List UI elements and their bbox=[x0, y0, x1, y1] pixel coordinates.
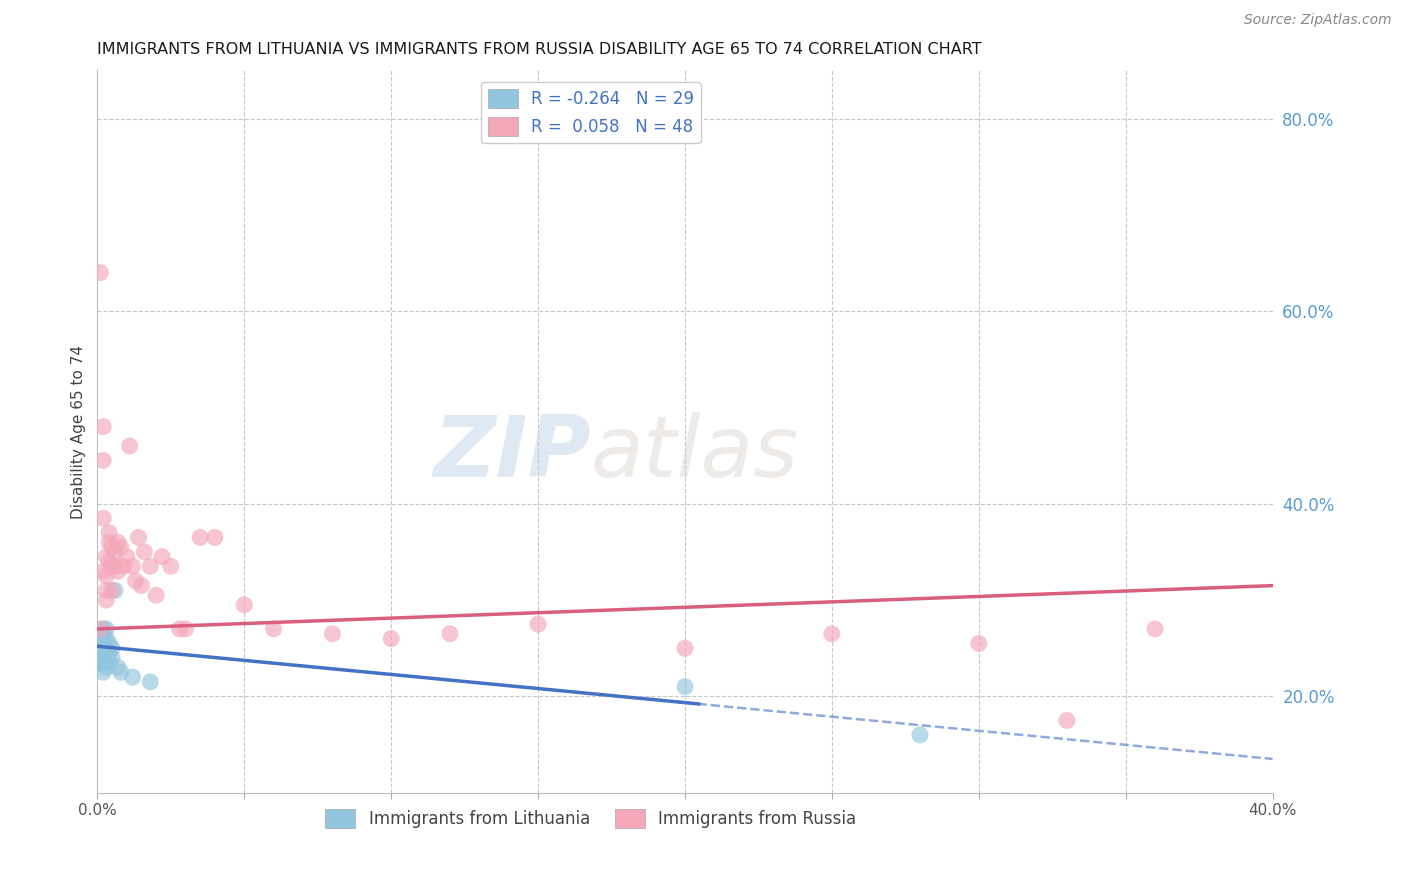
Point bbox=[174, 622, 197, 636]
Point bbox=[127, 531, 149, 545]
Point bbox=[89, 622, 111, 636]
Point bbox=[101, 641, 124, 656]
Point bbox=[139, 674, 162, 689]
Point bbox=[89, 656, 111, 670]
Point bbox=[96, 646, 118, 660]
Point bbox=[104, 559, 127, 574]
Point bbox=[96, 569, 118, 583]
Point bbox=[98, 646, 121, 660]
Point bbox=[91, 665, 114, 680]
Text: atlas: atlas bbox=[591, 412, 799, 495]
Point bbox=[91, 626, 114, 640]
Point bbox=[1143, 622, 1166, 636]
Point bbox=[91, 656, 114, 670]
Legend: Immigrants from Lithuania, Immigrants from Russia: Immigrants from Lithuania, Immigrants fr… bbox=[319, 802, 863, 835]
Point bbox=[104, 545, 127, 559]
Point bbox=[380, 632, 402, 646]
Text: Source: ZipAtlas.com: Source: ZipAtlas.com bbox=[1244, 13, 1392, 28]
Point bbox=[98, 555, 121, 569]
Point bbox=[96, 660, 118, 674]
Point bbox=[98, 636, 121, 650]
Point bbox=[439, 626, 461, 640]
Point bbox=[233, 598, 256, 612]
Point bbox=[131, 579, 153, 593]
Point bbox=[134, 545, 156, 559]
Point bbox=[91, 643, 114, 657]
Point bbox=[107, 660, 129, 674]
Point bbox=[89, 650, 111, 665]
Point bbox=[101, 540, 124, 554]
Point bbox=[145, 588, 167, 602]
Point bbox=[89, 266, 111, 280]
Point bbox=[139, 559, 162, 574]
Point bbox=[188, 531, 211, 545]
Point bbox=[89, 632, 111, 646]
Point bbox=[110, 665, 132, 680]
Point bbox=[98, 656, 121, 670]
Point bbox=[96, 593, 118, 607]
Point bbox=[96, 641, 118, 656]
Text: ZIP: ZIP bbox=[433, 412, 591, 495]
Y-axis label: Disability Age 65 to 74: Disability Age 65 to 74 bbox=[72, 344, 86, 518]
Point bbox=[107, 535, 129, 549]
Point bbox=[204, 531, 226, 545]
Point bbox=[118, 439, 141, 453]
Point bbox=[527, 617, 550, 632]
Point bbox=[967, 636, 990, 650]
Point bbox=[169, 622, 191, 636]
Point bbox=[89, 646, 111, 660]
Point bbox=[821, 626, 844, 640]
Point bbox=[159, 559, 181, 574]
Point bbox=[115, 549, 138, 564]
Text: IMMIGRANTS FROM LITHUANIA VS IMMIGRANTS FROM RUSSIA DISABILITY AGE 65 TO 74 CORR: IMMIGRANTS FROM LITHUANIA VS IMMIGRANTS … bbox=[97, 42, 981, 57]
Point bbox=[96, 632, 118, 646]
Point bbox=[91, 511, 114, 525]
Point bbox=[91, 453, 114, 467]
Point bbox=[101, 559, 124, 574]
Point bbox=[101, 650, 124, 665]
Point bbox=[110, 540, 132, 554]
Point bbox=[91, 419, 114, 434]
Point bbox=[107, 564, 129, 578]
Point bbox=[98, 535, 121, 549]
Point bbox=[91, 636, 114, 650]
Point bbox=[908, 728, 931, 742]
Point bbox=[112, 559, 135, 574]
Point bbox=[96, 653, 118, 667]
Point bbox=[104, 583, 127, 598]
Point bbox=[96, 549, 118, 564]
Point bbox=[98, 525, 121, 540]
Point bbox=[121, 559, 143, 574]
Point bbox=[124, 574, 146, 588]
Point bbox=[91, 564, 114, 578]
Point bbox=[101, 583, 124, 598]
Point bbox=[1056, 714, 1078, 728]
Point bbox=[263, 622, 285, 636]
Point bbox=[150, 549, 173, 564]
Point bbox=[91, 622, 114, 636]
Point bbox=[673, 680, 696, 694]
Point bbox=[121, 670, 143, 684]
Point bbox=[91, 650, 114, 665]
Point bbox=[321, 626, 343, 640]
Point bbox=[673, 641, 696, 656]
Point bbox=[96, 583, 118, 598]
Point bbox=[96, 622, 118, 636]
